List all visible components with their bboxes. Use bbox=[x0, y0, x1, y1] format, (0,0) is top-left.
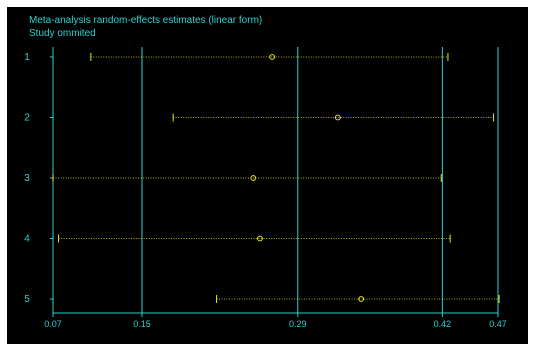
estimate-marker bbox=[269, 54, 276, 60]
estimate-marker bbox=[358, 296, 365, 302]
x-tick-label: 0.47 bbox=[489, 319, 507, 329]
estimate-marker bbox=[250, 175, 257, 181]
plot-window: Meta-analysis random-effects estimates (… bbox=[7, 7, 528, 344]
x-tick-label: 0.15 bbox=[133, 319, 151, 329]
x-tick-label: 0.42 bbox=[434, 319, 452, 329]
estimate-marker bbox=[334, 114, 341, 121]
study-label: 4 bbox=[24, 234, 30, 245]
study-label: 2 bbox=[24, 113, 30, 124]
x-tick-label: 0.29 bbox=[289, 319, 307, 329]
estimate-marker bbox=[257, 235, 263, 242]
study-label: 3 bbox=[24, 173, 30, 184]
chart-subtitle: Study ommited bbox=[29, 28, 96, 39]
study-label: 5 bbox=[24, 294, 30, 305]
chart-title: Meta-analysis random-effects estimates (… bbox=[29, 15, 263, 26]
x-tick-label: 0.07 bbox=[44, 319, 62, 329]
forest-plot: 0.07 0.15 0.29 0.42 0.47 1 2 3 4 5 bbox=[24, 47, 507, 329]
study-label: 1 bbox=[24, 52, 30, 63]
